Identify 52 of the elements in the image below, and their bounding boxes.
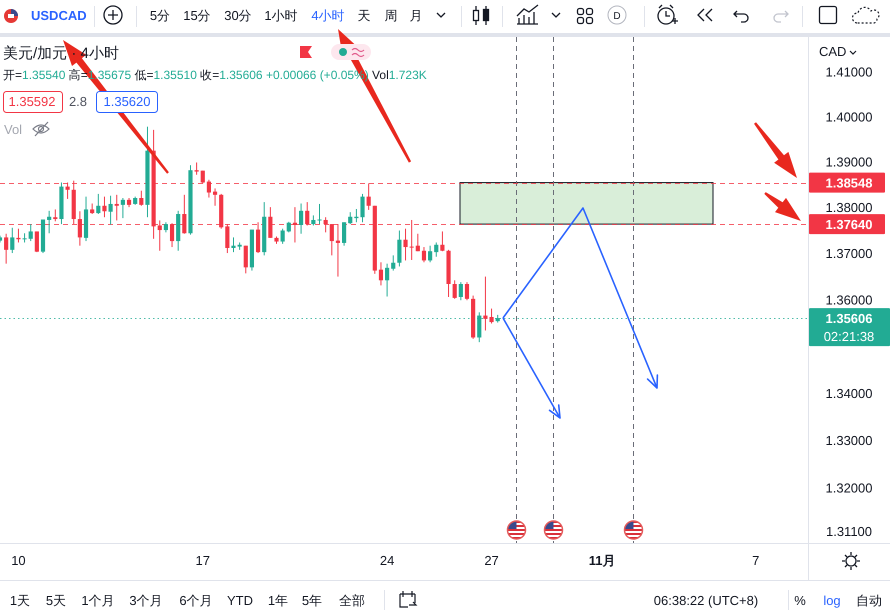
annotation: 4小时 [311, 8, 345, 23]
annotation: D [608, 6, 626, 24]
annotation: 3个月 [129, 593, 163, 608]
annotation: 2.8 [68, 94, 88, 109]
y-tick-label: 1.40000 [826, 109, 872, 124]
x-tick-label: 17 [196, 553, 210, 568]
y-tick-label: 1.41000 [826, 64, 872, 80]
annotation: 1.35592 [3, 91, 63, 113]
annotation: 1个月 [81, 593, 115, 608]
x-tick-label: 11月 [588, 553, 616, 568]
y-tick-label: 1.33000 [826, 433, 872, 448]
annotation: log [823, 593, 841, 608]
x-tick-label: 24 [380, 553, 394, 568]
annotation: 1小时 [264, 8, 298, 23]
y-tick-label: 1.34000 [826, 386, 872, 401]
annotation: 30分 [224, 8, 252, 23]
annotation: YTD [227, 593, 253, 608]
annotation: Vol [4, 122, 22, 137]
y-tick-label: 1.36000 [826, 292, 872, 308]
y-tick-label: 1.31100 [826, 524, 872, 539]
annotation: USDCAD [31, 8, 87, 23]
ref-line-label: 1.38548 [826, 176, 872, 191]
annotation: 1天 [10, 593, 30, 608]
ref-label: 1.35606 02:21:38 [809, 308, 890, 346]
ylabel: CAD [819, 44, 846, 59]
annotation: 5天 [46, 593, 66, 608]
x-tick-label: 27 [484, 553, 499, 568]
annotation: 1年 [268, 593, 288, 608]
annotation: 15分 [183, 8, 211, 23]
x-tick-label: 7 [752, 553, 760, 568]
ref-label: 1.38548 [809, 172, 885, 193]
annotation: 6个月 [179, 593, 213, 608]
y-tick-label: 1.39000 [826, 154, 872, 170]
annotation: 1.35620 [104, 94, 150, 109]
annotation: 5分 [150, 8, 170, 23]
annotation: 5年 [302, 593, 322, 608]
annotation: 周 [384, 8, 398, 23]
annotation: 06:38:22 (UTC+8) [654, 593, 758, 608]
annotation: 月 [410, 8, 422, 23]
annotation: 自动 [856, 593, 882, 608]
annotation: 全部 [339, 593, 365, 608]
y-tick-label: 1.38000 [826, 200, 872, 216]
ref-line-label: 1.35606 02:21:38 [824, 311, 874, 344]
annotation: 1.35592 [8, 94, 56, 109]
annotation: 1.35620 [96, 91, 158, 113]
ref-line-label: 1.37640 [826, 217, 872, 232]
annotation: % [794, 593, 806, 608]
annotation: 天 [358, 8, 370, 23]
y-tick-label: 1.32000 [826, 480, 872, 496]
x-tick-label: 10 [11, 553, 26, 568]
y-tick-label: 1.37000 [826, 246, 872, 262]
ref-label: 1.37640 [809, 214, 885, 234]
